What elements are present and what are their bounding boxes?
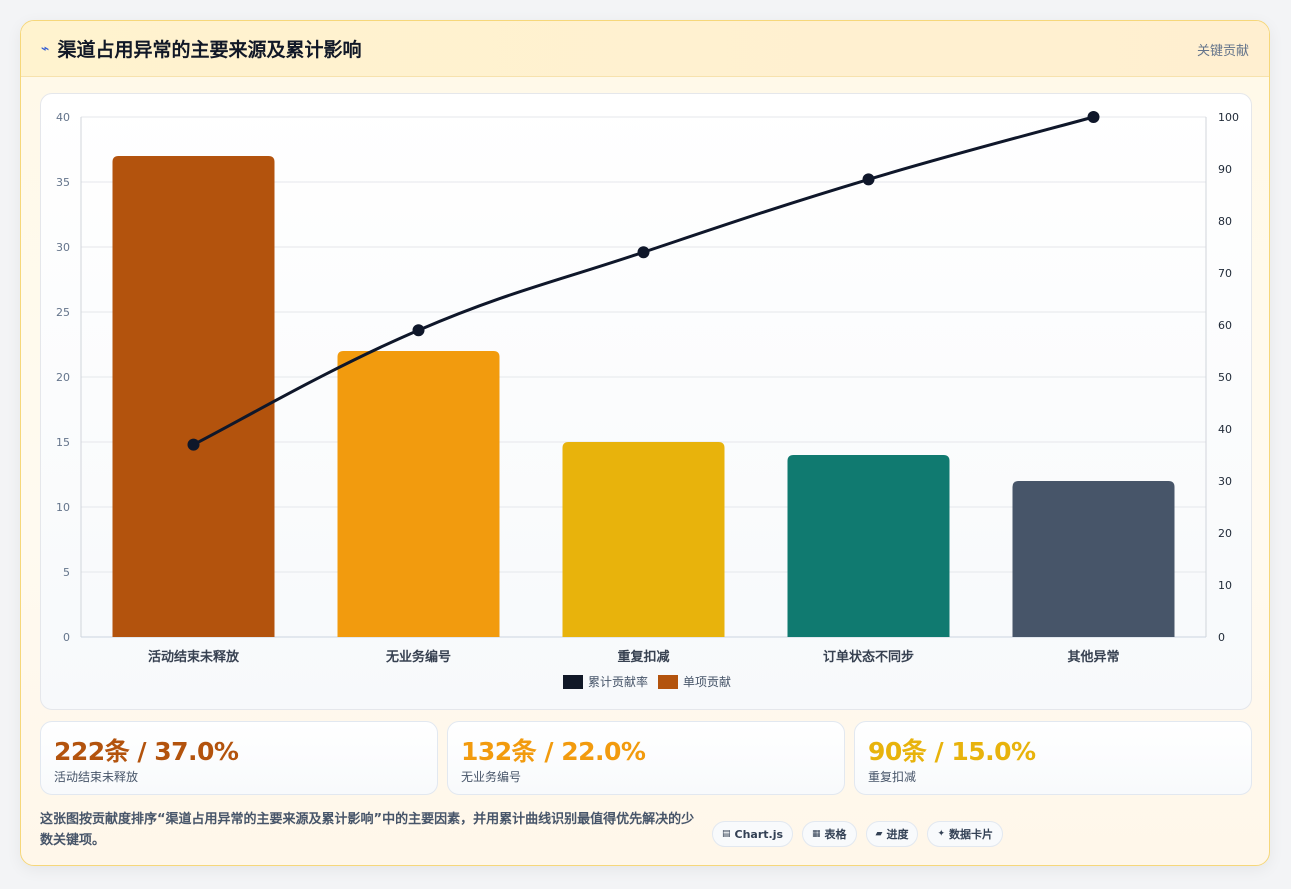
x-tick-label: 订单状态不同步: [823, 649, 914, 665]
card-header: ⌁ 渠道占用异常的主要来源及累计影响 关键贡献: [21, 21, 1269, 77]
cumulative-point-1: [187, 438, 200, 451]
chip-label: 表格: [824, 828, 847, 841]
chip-label: 进度: [886, 828, 909, 841]
chart-card: ⌁ 渠道占用异常的主要来源及累计影响 关键贡献 0 5 10 15 20 25 30 35 40…: [20, 20, 1270, 866]
chart-container: 0 5 10 15 20 25 30 35 40 0 10 20 30 40 50 60 70 80 90 100 活动…: [40, 93, 1252, 710]
y-right-tick-label: 60: [1218, 319, 1232, 332]
chip-progress[interactable]: ▰ 进度: [865, 821, 919, 847]
chip-data-card[interactable]: ✦ 数据卡片: [927, 821, 1004, 847]
y-left-tick-label: 20: [56, 371, 70, 384]
legend-swatch-1: [563, 675, 583, 689]
table-icon: ▦: [812, 829, 821, 839]
x-tick-label: 无业务编号: [385, 649, 451, 665]
lightning-icon: ⌁: [41, 40, 50, 57]
y-left-tick-label: 30: [56, 241, 70, 254]
stat-card-3: 90条 / 15.0% 重复扣减: [854, 721, 1252, 795]
legend-label-2: 单项贡献: [683, 674, 731, 689]
bar-2: [337, 351, 500, 637]
cumulative-point-4: [862, 173, 875, 186]
stat-value: 222条 / 37.0%: [54, 737, 239, 766]
cumulative-point-3: [637, 246, 650, 259]
y-left-tick-label: 0: [63, 631, 70, 644]
stat-label: 重复扣减: [868, 770, 917, 784]
bar-3: [562, 442, 725, 637]
x-tick-label: 其他异常: [1067, 649, 1119, 665]
stat-value: 132条 / 22.0%: [461, 737, 646, 766]
bar-5: [1012, 481, 1175, 637]
card-title-text: 渠道占用异常的主要来源及累计影响: [57, 39, 362, 61]
header-tag: 关键贡献: [1196, 44, 1249, 59]
chart-icon: ▤: [722, 829, 731, 839]
chip-chartjs[interactable]: ▤ Chart.js: [712, 821, 794, 847]
bar-4: [787, 455, 950, 637]
y-left-tick-label: 35: [56, 176, 70, 189]
y-right-tick-label: 80: [1218, 215, 1232, 228]
sparkle-icon: ✦: [937, 829, 946, 839]
legend-label-1: 累计贡献率: [588, 674, 648, 689]
chip-table[interactable]: ▦ 表格: [802, 821, 857, 847]
y-right-tick-label: 100: [1218, 111, 1239, 124]
legend-swatch-2: [658, 675, 678, 689]
y-right-tick-label: 20: [1218, 527, 1232, 540]
y-right-tick-label: 10: [1218, 579, 1232, 592]
y-left-tick-label: 15: [56, 436, 70, 449]
cumulative-point-5: [1087, 111, 1100, 123]
y-left-tick-label: 10: [56, 501, 70, 514]
cumulative-line: [192, 115, 1094, 446]
y-right-tick-label: 30: [1218, 475, 1232, 488]
stat-card-2: 132条 / 22.0% 无业务编号: [447, 721, 845, 795]
stat-label: 活动结束未释放: [54, 770, 139, 784]
y-left-tick-label: 5: [63, 566, 70, 579]
progress-icon: ▰: [875, 829, 883, 839]
y-left-tick-label: 25: [56, 306, 70, 319]
cumulative-point-2: [412, 324, 425, 337]
x-tick-label: 重复扣减: [617, 649, 669, 665]
chart-description: 这张图按贡献度排序“渠道占用异常的主要来源及累计影响”中的主要因素，并用累计曲线…: [40, 812, 695, 848]
chip-label: Chart.js: [734, 827, 784, 841]
y-right-tick-label: 70: [1218, 267, 1232, 280]
card-title: ⌁ 渠道占用异常的主要来源及累计影响: [41, 35, 361, 62]
stat-card-1: 222条 / 37.0% 活动结束未释放: [40, 721, 438, 795]
y-right-tick-label: 40: [1218, 423, 1232, 436]
tech-chips: ▤ Chart.js ▦ 表格 ▰ 进度 ✦ 数据卡片: [712, 821, 1004, 847]
chip-label: 数据卡片: [949, 828, 994, 841]
y-left-tick-label: 40: [56, 111, 70, 124]
stat-label: 无业务编号: [461, 770, 522, 784]
x-tick-label: 活动结束未释放: [148, 649, 240, 665]
y-right-tick-label: 50: [1218, 371, 1232, 384]
bar-1: [112, 156, 275, 637]
y-right-tick-label: 90: [1218, 163, 1232, 176]
y-right-tick-label: 0: [1218, 631, 1225, 644]
stat-value: 90条 / 15.0%: [868, 737, 1036, 766]
pareto-chart: 0 5 10 15 20 25 30 35 40 0 10 20 30 40 50 60 70 80 90 100 活动…: [56, 111, 1239, 689]
